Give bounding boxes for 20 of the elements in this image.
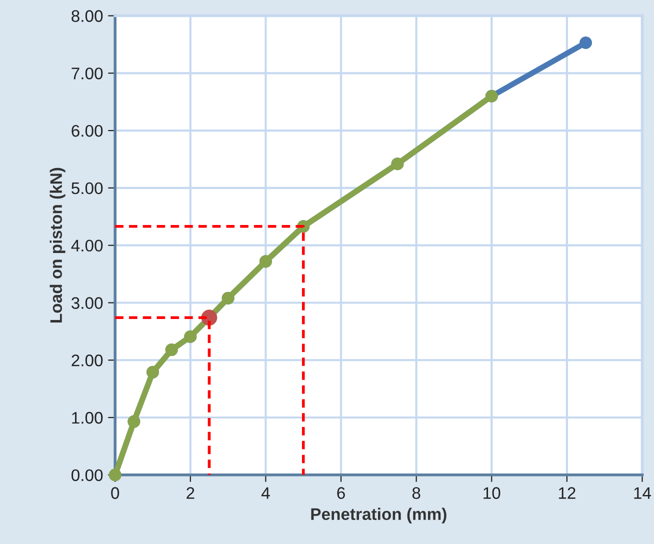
x-axis-title: Penetration (mm)	[311, 508, 446, 524]
y-tick-label: 6.00	[72, 124, 103, 137]
x-tick-label: 6	[337, 487, 345, 499]
y-tick-label: 7.00	[72, 68, 103, 80]
x-tick-label: 0	[111, 487, 120, 499]
x-tick-label: 8	[412, 487, 420, 499]
x-tick-label: 10	[484, 487, 500, 499]
y-tick-label: 4.00	[71, 240, 103, 252]
y-tick-label: 0.00	[72, 469, 103, 482]
y-tick-label: 2.00	[72, 354, 103, 366]
x-tick-label: 4	[261, 487, 270, 499]
x-tick-label: 12	[558, 487, 576, 499]
y-tick-label: 5.00	[72, 182, 103, 194]
x-tick-label: 14	[634, 487, 652, 499]
point	[580, 36, 592, 49]
y-tick-label: 1.00	[72, 412, 103, 424]
y-tick-label: 3.00	[72, 297, 103, 309]
y-axis-title: Load on piston (kN)	[50, 168, 66, 322]
y-tick-label: 8.00	[72, 10, 103, 22]
x-tick-label: 2	[186, 487, 194, 499]
